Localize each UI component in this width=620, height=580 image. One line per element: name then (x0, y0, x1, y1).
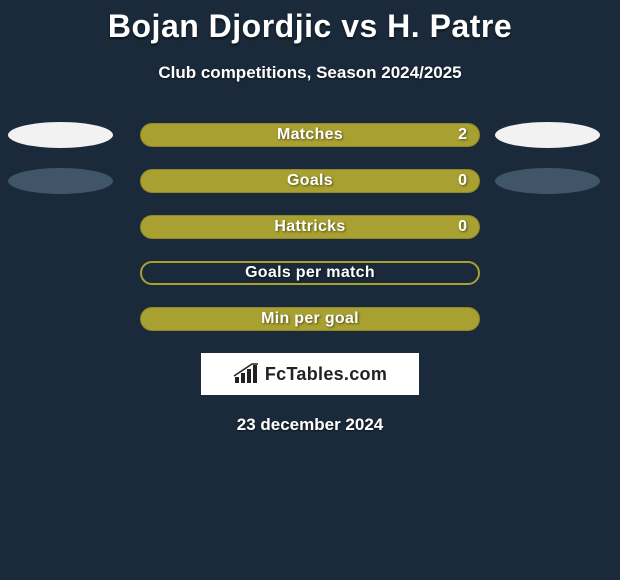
stat-value-right: 0 (458, 172, 467, 190)
player2-marker (495, 122, 600, 148)
stat-bar: Hattricks 0 (140, 215, 480, 239)
stat-row-matches: Matches 2 (0, 123, 620, 147)
bar-chart-icon (233, 363, 259, 385)
stat-row-goals: Goals 0 (0, 169, 620, 193)
stat-bar: Matches 2 (140, 123, 480, 147)
stats-list: Matches 2 Goals 0 Hattricks 0 Goals per … (0, 123, 620, 331)
stat-label: Hattricks (274, 218, 345, 236)
stat-value-right: 2 (458, 126, 467, 144)
stat-bar: Goals 0 (140, 169, 480, 193)
stat-label: Matches (277, 126, 343, 144)
stat-label: Min per goal (261, 310, 359, 328)
player1-marker (8, 168, 113, 194)
player2-marker (495, 168, 600, 194)
stat-label: Goals (287, 172, 333, 190)
fctables-logo[interactable]: FcTables.com (201, 353, 419, 395)
logo-text: FcTables.com (265, 364, 387, 385)
stat-row-hattricks: Hattricks 0 (0, 215, 620, 239)
stat-row-goals-per-match: Goals per match (0, 261, 620, 285)
stat-row-min-per-goal: Min per goal (0, 307, 620, 331)
stat-value-right: 0 (458, 218, 467, 236)
comparison-widget: Bojan Djordjic vs H. Patre Club competit… (0, 0, 620, 435)
subtitle: Club competitions, Season 2024/2025 (0, 63, 620, 83)
page-title: Bojan Djordjic vs H. Patre (0, 8, 620, 45)
player1-marker (8, 122, 113, 148)
stat-bar: Min per goal (140, 307, 480, 331)
stat-label: Goals per match (245, 264, 375, 282)
stat-bar: Goals per match (140, 261, 480, 285)
date-label: 23 december 2024 (0, 415, 620, 435)
